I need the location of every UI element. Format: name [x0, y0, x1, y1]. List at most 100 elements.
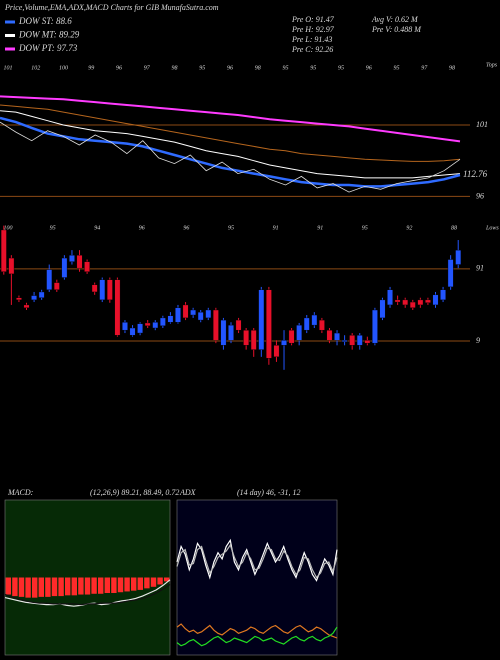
top-label: 96 [366, 65, 372, 71]
top-label: 102 [31, 65, 40, 71]
candle-body [425, 299, 431, 303]
candle-body [106, 279, 113, 301]
top-label: 95 [50, 225, 56, 231]
histogram-bar [104, 577, 110, 593]
top-label: 98 [172, 65, 178, 71]
candle-body [409, 301, 416, 309]
candle-body [455, 249, 462, 265]
candle-body [122, 322, 128, 331]
top-label: 97 [144, 65, 151, 71]
series-line [0, 95, 461, 143]
candle-body [137, 323, 144, 334]
histogram-bar [84, 577, 91, 595]
candle-body [311, 314, 318, 326]
histogram-bar [137, 577, 143, 590]
candle-body [129, 327, 136, 336]
candle-body [265, 289, 272, 359]
candle-body [0, 229, 7, 272]
series-line [176, 626, 338, 647]
candle-body [152, 322, 159, 329]
y-tick-label: 96 [476, 191, 484, 200]
candle-body [288, 329, 295, 344]
top-label: 95 [283, 65, 289, 71]
top-label: 96 [116, 65, 122, 71]
histogram-bar [12, 577, 18, 597]
candle-body [447, 259, 454, 288]
panel-params: (12,26,9) 89.21, 88.49, 0.72 [90, 488, 179, 497]
candle-body [38, 291, 45, 298]
candle-body [31, 295, 37, 301]
top-label: 95 [228, 225, 234, 231]
series-line [0, 104, 461, 162]
price-info: Pre H: 92.97 [291, 25, 335, 34]
candle-body [243, 329, 250, 346]
histogram-bar [91, 577, 97, 594]
top-label: 98 [255, 65, 261, 71]
histogram-bar [51, 577, 58, 597]
annotation: 112.76 [463, 169, 488, 179]
y-tick-label: 9 [476, 336, 480, 345]
candle-body [349, 335, 356, 346]
top-label: 96 [183, 225, 189, 231]
candle-body [228, 324, 234, 341]
chart-title: Price,Volume,EMA,ADX,MACD Charts for GIB… [4, 3, 219, 12]
candle-body [46, 269, 53, 290]
candle-body [379, 299, 386, 319]
corner-label: Tops [486, 62, 498, 68]
candle-body [281, 340, 287, 346]
candle-body [417, 299, 424, 306]
candle-body [159, 317, 166, 327]
candle-body [372, 309, 378, 344]
top-label: 95 [338, 65, 344, 71]
top-label: 91 [317, 225, 323, 231]
histogram-bar [25, 577, 31, 598]
top-label: 100 [59, 65, 68, 71]
panel-label: MACD: [7, 488, 34, 497]
histogram-bar [38, 577, 44, 597]
top-label: 91 [273, 225, 279, 231]
candle-body [296, 324, 303, 341]
candle-body [144, 322, 151, 327]
top-label: 95 [199, 65, 205, 71]
candle-body [175, 307, 181, 323]
series-line [176, 543, 338, 579]
candle-body [394, 299, 401, 303]
top-label: 95 [310, 65, 316, 71]
candle-body [432, 294, 439, 306]
series-line [0, 121, 461, 193]
corner-label: Lows [485, 225, 499, 231]
candle-body [387, 289, 393, 306]
candle-body [303, 317, 310, 331]
candle-body [16, 297, 22, 301]
panel-params: (14 day) 46, -31, 12 [237, 488, 301, 497]
histogram-bar [58, 577, 64, 597]
histogram-bar [111, 577, 117, 593]
top-label: 96 [139, 225, 145, 231]
histogram-bar [78, 577, 84, 595]
histogram-bar [150, 577, 157, 587]
legend-label: DOW ST: 88.6 [18, 16, 72, 26]
price-info: Pre L: 91.43 [291, 35, 332, 44]
top-label: 95 [394, 65, 400, 71]
candle-body [212, 309, 219, 341]
candle-body [167, 315, 174, 323]
candle-body [182, 304, 189, 319]
candle-body [341, 340, 348, 342]
top-label: 96 [227, 65, 233, 71]
series-line [176, 538, 338, 582]
candle-body [364, 340, 371, 344]
top-label: 97 [421, 65, 428, 71]
top-label: 95 [362, 225, 368, 231]
candle-body [91, 284, 98, 293]
candle-body [326, 329, 333, 341]
price-info: Pre O: 91.47 [291, 15, 335, 24]
legend-label: DOW PT: 97.73 [18, 43, 78, 53]
candle-body [69, 254, 75, 262]
top-label: 88 [451, 225, 457, 231]
candle-body [250, 329, 257, 350]
panel-label: ADX [179, 488, 197, 497]
candle-body [402, 299, 409, 306]
histogram-bar [32, 577, 38, 598]
histogram-bar [5, 577, 11, 595]
